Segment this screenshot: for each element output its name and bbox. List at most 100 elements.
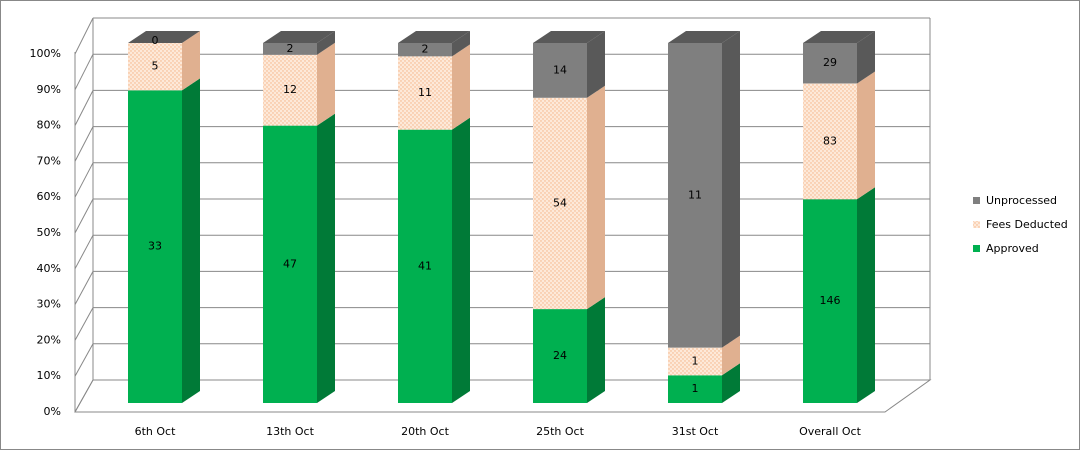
legend-label: Approved [986,242,1039,255]
bar-side [857,71,875,200]
bar-side [182,31,200,91]
legend-label: Unprocessed [986,194,1057,207]
wall-line [74,17,94,55]
bar-front [533,97,587,310]
bar-segment [398,31,470,57]
data-label: 41 [418,259,432,272]
data-label: 146 [820,294,841,307]
bar-side [722,363,740,403]
bar-front [398,56,452,130]
wall-line [74,379,94,413]
bar-front [533,43,587,98]
bar-segment [263,42,335,126]
bar-side [452,44,470,130]
data-label: 83 [823,134,837,147]
bar-segment [803,71,875,200]
bar-top [668,31,740,43]
wall-line [74,307,94,341]
data-label: 29 [823,56,837,69]
data-label: 11 [688,188,702,201]
bar-front [398,129,452,403]
bar-side [722,335,740,376]
bar-segment [803,187,875,403]
wall-line [74,126,94,162]
bar-segment [128,31,200,43]
bar-side [587,297,605,403]
bar-segment [263,113,335,403]
bar-segment [803,31,875,84]
bar-side [452,31,470,57]
data-label: 12 [283,83,297,96]
legend-swatch [973,245,980,252]
x-tick-label: 31st Oct [672,425,719,438]
bar-segment [398,117,470,404]
bar-front [533,309,587,403]
bar-side [452,117,470,404]
wall-line [74,162,94,198]
bar-side [182,78,200,404]
y-tick-label: 100% [30,47,61,60]
bar-front [803,43,857,84]
y-tick-label: 40% [37,262,61,275]
bar-segment [533,31,605,98]
bar-side [317,42,335,126]
bar-front [263,43,317,55]
y-tick-label: 80% [37,119,61,132]
data-label: 1 [692,382,699,395]
wall-line [74,234,94,270]
bar-segment [668,335,740,376]
wall-line [74,343,94,377]
bar-segment [668,363,740,403]
bar-front [398,43,452,57]
y-tick-label: 70% [37,154,61,167]
data-label: 5 [152,60,159,73]
bar-top [803,31,875,43]
bar-segment [128,78,200,404]
legend-swatch [973,197,980,204]
x-tick-label: 13th Oct [266,425,314,438]
bar-top [263,31,335,43]
bar-front [803,83,857,200]
y-tick-label: 20% [37,333,61,346]
data-label: 14 [553,63,567,76]
x-tick-label: 6th Oct [135,425,176,438]
wall-line [74,53,94,91]
bar-segment [398,44,470,130]
bar-side [317,31,335,55]
bar-front [668,43,722,348]
bar-segment [128,31,200,91]
bar-side [857,31,875,84]
bar-top [398,31,470,43]
data-label: 24 [553,349,567,362]
bar-segment [668,31,740,348]
bar-side [317,113,335,403]
legend-swatch [973,221,980,228]
bar-side [857,187,875,403]
data-label: 2 [287,42,294,55]
wall-line [74,271,94,305]
data-label: 54 [553,196,567,209]
bar-top [533,31,605,43]
y-tick-label: 30% [37,298,61,311]
data-label: 1 [692,354,699,367]
bar-side [722,31,740,348]
wall-line [74,90,94,126]
bar-top [128,31,200,43]
data-label: 33 [148,240,162,253]
x-tick-label: 20th Oct [401,425,449,438]
x-tick-label: 25th Oct [536,425,584,438]
data-label: 11 [418,86,432,99]
data-label: 2 [422,43,429,56]
bar-segment [533,297,605,403]
y-tick-label: 0% [44,405,61,418]
y-tick-label: 60% [37,190,61,203]
bar-front [263,54,317,126]
bar-front [128,90,182,404]
bar-front [263,125,317,403]
y-tick-label: 90% [37,83,61,96]
legend-label: Fees Deducted [986,218,1068,231]
data-label: 47 [283,257,297,270]
bar-front [803,199,857,403]
bar-side [587,31,605,98]
